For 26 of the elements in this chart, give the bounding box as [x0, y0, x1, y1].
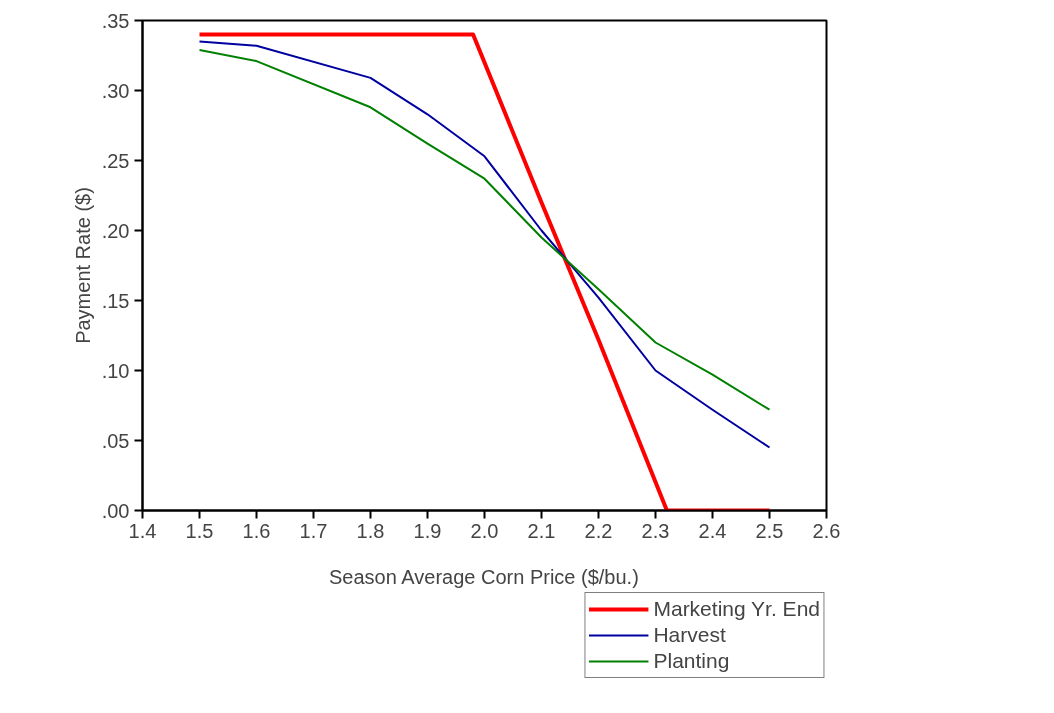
y-tick-label: .10 [101, 359, 130, 382]
y-axis-title: Payment Rate ($) [71, 187, 94, 344]
x-axis-title: Season Average Corn Price ($/bu.) [329, 565, 639, 588]
x-tick-label: 1.8 [356, 519, 385, 542]
y-tick-label: .15 [101, 289, 130, 312]
x-tick-label: 2.2 [584, 519, 613, 542]
y-tick-label: .25 [101, 149, 130, 172]
y-tick-label: .35 [101, 9, 130, 32]
y-tick-label: .20 [101, 219, 130, 242]
x-tick-label: 2.0 [470, 519, 499, 542]
x-tick-label: 2.3 [641, 519, 670, 542]
y-tick-label: .05 [101, 429, 130, 452]
x-tick-label: 1.6 [242, 519, 271, 542]
x-tick-label: 1.7 [299, 519, 328, 542]
x-tick-label: 2.1 [527, 519, 556, 542]
y-tick-label: .00 [101, 499, 130, 522]
x-tick-label: 2.4 [698, 519, 727, 542]
legend-label: Harvest [653, 622, 726, 648]
x-tick-label: 2.6 [812, 519, 841, 542]
legend-label: Planting [653, 648, 730, 674]
legend-label: Marketing Yr. End [653, 596, 820, 622]
y-tick-label: .30 [101, 79, 130, 102]
x-tick-label: 1.5 [185, 519, 214, 542]
x-tick-label: 1.4 [128, 519, 157, 542]
x-tick-label: 1.9 [413, 519, 442, 542]
x-tick-label: 2.5 [755, 519, 784, 542]
